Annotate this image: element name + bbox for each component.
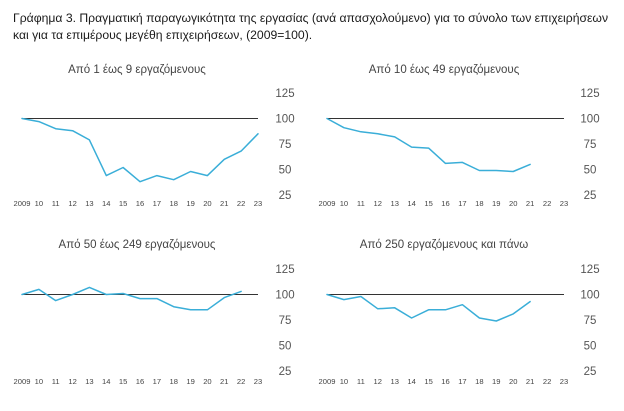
x-tick-label: 16 [441, 377, 449, 386]
x-tick-label: 11 [357, 377, 365, 386]
x-tick-label: 22 [543, 199, 551, 208]
x-tick-label: 22 [237, 377, 245, 386]
x-tick-label: 21 [220, 377, 228, 386]
x-tick-label: 2009 [319, 377, 336, 386]
panel-250-plus: Από 250 εργαζόμενους και πάνω 125 100 75 50 2… [319, 239, 600, 386]
panel-10-to-49: Από 10 έως 49 εργαζόμενους 125 100 75 50 25 20… [319, 64, 600, 208]
x-tick-label: 23 [560, 377, 568, 386]
y-tick-label: 75 [584, 139, 597, 151]
x-tick-label: 23 [254, 377, 262, 386]
panel-title: Από 50 έως 249 εργαζόμενους [59, 239, 216, 251]
x-tick-label: 14 [102, 377, 110, 386]
panel-title: Από 250 εργαζόμενους και πάνω [360, 239, 528, 251]
x-tick-label: 2009 [14, 377, 31, 386]
y-tick-label: 125 [275, 88, 294, 100]
y-tick-label: 25 [279, 366, 292, 378]
y-tick-label: 25 [584, 190, 597, 202]
y-tick-label: 50 [279, 165, 292, 177]
x-tick-label: 17 [153, 377, 161, 386]
x-tick-label: 22 [543, 377, 551, 386]
series-line [326, 117, 531, 173]
y-tick-label: 75 [279, 139, 292, 151]
x-tick-label: 13 [390, 377, 398, 386]
x-tick-label: 15 [119, 377, 127, 386]
x-tick-label: 18 [169, 199, 177, 208]
y-tick-label: 25 [279, 190, 292, 202]
y-tick-label: 50 [279, 341, 292, 353]
x-tick-label: 12 [68, 377, 76, 386]
x-tick-label: 15 [424, 199, 432, 208]
x-tick-label: 13 [85, 199, 93, 208]
panel-title: Από 10 έως 49 εργαζόμενους [369, 64, 520, 76]
x-tick-label: 19 [186, 377, 194, 386]
x-tick-label: 18 [169, 377, 177, 386]
y-tick-label: 100 [275, 290, 294, 302]
x-tick-label: 21 [526, 377, 534, 386]
x-tick-label: 10 [340, 377, 348, 386]
y-tick-label: 125 [580, 88, 599, 100]
x-tick-label: 20 [203, 377, 211, 386]
series-line [21, 117, 259, 183]
y-tick-label: 100 [580, 290, 599, 302]
x-tick-label: 11 [52, 199, 60, 208]
x-tick-label: 16 [136, 199, 144, 208]
y-tick-label: 75 [279, 315, 292, 327]
x-tick-label: 21 [220, 199, 228, 208]
x-tick-label: 14 [407, 377, 415, 386]
y-tick-label: 125 [275, 264, 294, 276]
x-tick-label: 18 [475, 377, 483, 386]
x-tick-label: 10 [340, 199, 348, 208]
x-tick-label: 2009 [14, 199, 31, 208]
x-tick-label: 23 [560, 199, 568, 208]
y-tick-label: 75 [584, 315, 597, 327]
x-tick-label: 14 [102, 199, 110, 208]
y-tick-label: 50 [584, 341, 597, 353]
panel-1-to-9: Από 1 έως 9 εργαζόμενους 125 100 75 50 25 2009… [14, 64, 295, 208]
x-tick-label: 16 [136, 377, 144, 386]
y-tick-label: 50 [584, 165, 597, 177]
x-tick-label: 14 [407, 199, 415, 208]
x-tick-label: 17 [458, 199, 466, 208]
x-tick-label: 17 [458, 377, 466, 386]
x-tick-label: 13 [390, 199, 398, 208]
x-tick-label: 16 [441, 199, 449, 208]
x-tick-label: 22 [237, 199, 245, 208]
x-tick-label: 15 [119, 199, 127, 208]
panel-title: Από 1 έως 9 εργαζόμενους [68, 64, 206, 76]
y-tick-label: 100 [580, 114, 599, 126]
x-tick-label: 12 [374, 199, 382, 208]
x-tick-label: 18 [475, 199, 483, 208]
x-tick-label: 13 [85, 377, 93, 386]
x-tick-label: 15 [424, 377, 432, 386]
x-tick-label: 19 [492, 199, 500, 208]
x-tick-label: 20 [203, 199, 211, 208]
x-tick-label: 11 [357, 199, 365, 208]
series-line [326, 293, 531, 322]
y-tick-label: 25 [584, 366, 597, 378]
x-tick-label: 20 [509, 199, 517, 208]
x-tick-label: 2009 [319, 199, 336, 208]
x-tick-label: 11 [52, 377, 60, 386]
x-tick-label: 20 [509, 377, 517, 386]
y-tick-label: 100 [275, 114, 294, 126]
x-tick-label: 21 [526, 199, 534, 208]
x-tick-label: 19 [492, 377, 500, 386]
x-tick-label: 10 [35, 377, 43, 386]
x-tick-label: 19 [186, 199, 194, 208]
figure-title: Γράφημα 3. Πραγματική παραγωγικότητα της… [13, 11, 609, 42]
x-tick-label: 23 [254, 199, 262, 208]
x-tick-label: 12 [68, 199, 76, 208]
y-tick-label: 125 [580, 264, 599, 276]
x-tick-label: 12 [374, 377, 382, 386]
panel-50-to-249: Από 50 έως 249 εργαζόμενους 125 100 75 50 25 2… [14, 239, 295, 386]
x-tick-label: 17 [153, 199, 161, 208]
series-line [21, 286, 242, 311]
x-tick-label: 10 [35, 199, 43, 208]
